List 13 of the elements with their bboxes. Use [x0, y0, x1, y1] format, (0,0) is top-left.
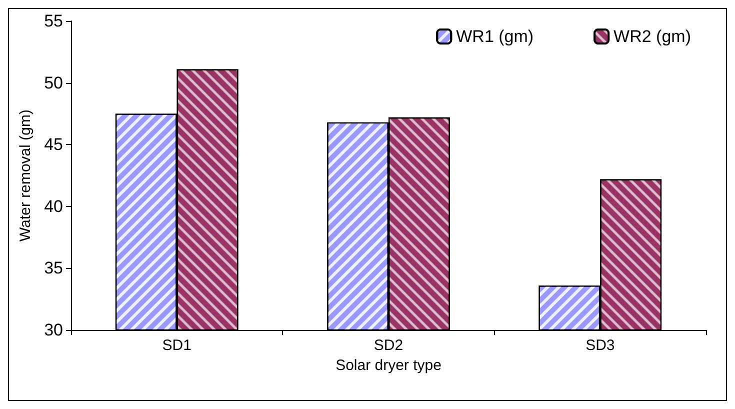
y-tick-label: 35 [44, 258, 63, 278]
y-tick-label: 55 [44, 12, 63, 30]
y-axis-title: Water removal (gm) [17, 110, 34, 242]
x-axis-title: Solar dryer type [336, 356, 442, 374]
y-tick-label: 30 [44, 320, 63, 340]
x-tick-label: SD3 [586, 337, 615, 354]
x-tick-label: SD2 [374, 337, 404, 354]
y-tick-label: 40 [44, 196, 63, 216]
x-tick-label: SD1 [162, 337, 192, 354]
y-tick-label: 45 [44, 135, 63, 154]
legend-label: WR1 (gm) [456, 27, 534, 46]
y-tick-label: 50 [44, 73, 63, 92]
legend-label: WR2 (gm) [614, 27, 692, 46]
